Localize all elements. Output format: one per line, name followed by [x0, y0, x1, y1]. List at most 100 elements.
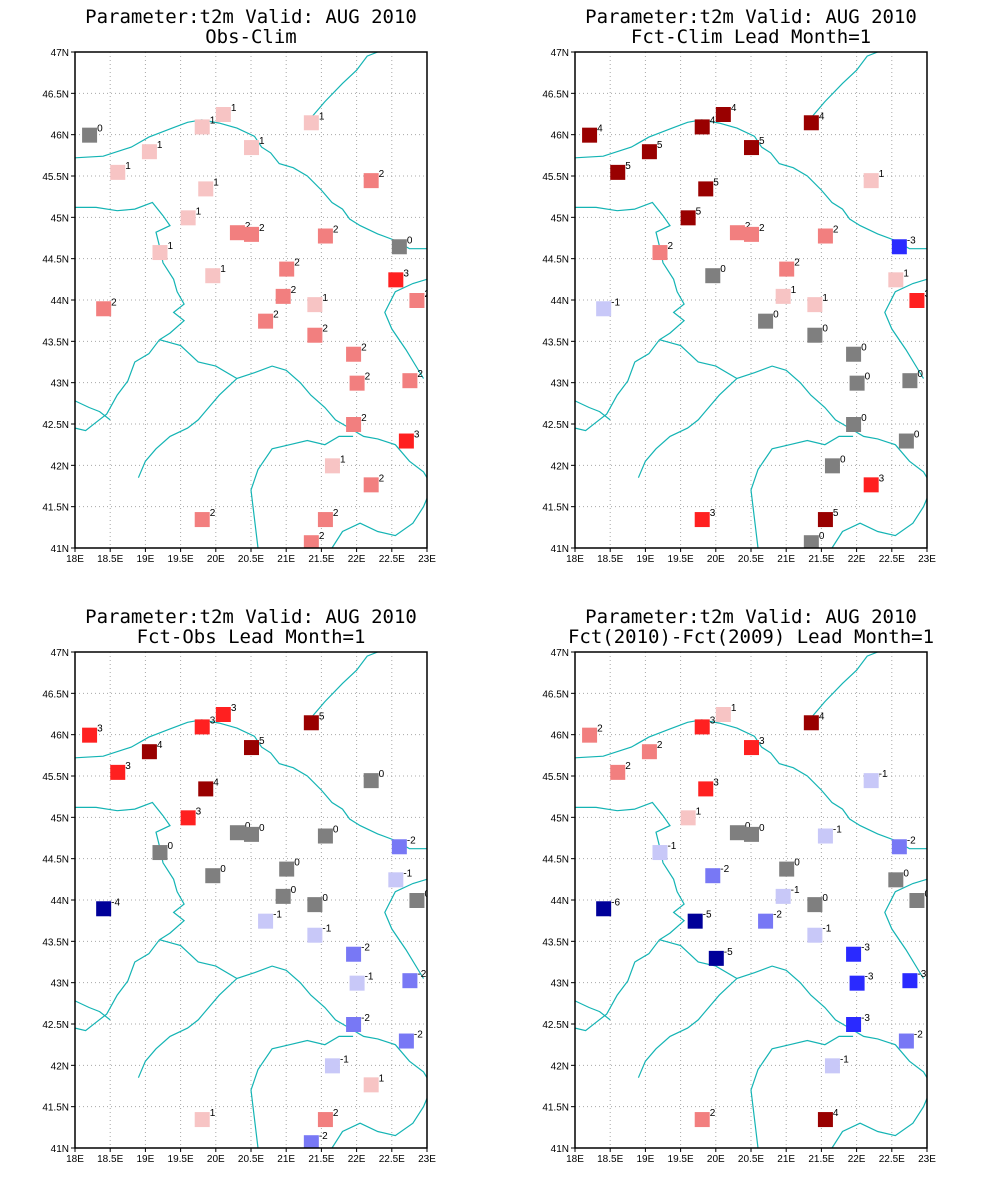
x-tick-label: 21.5E — [308, 1154, 334, 1165]
station-marker — [398, 433, 414, 449]
station-value-label: -2 — [407, 835, 416, 846]
station-marker — [317, 512, 333, 528]
x-tick-label: 21.5E — [808, 554, 834, 565]
x-tick-label: 22.5E — [379, 554, 405, 565]
station-value-label: -1 — [403, 868, 412, 879]
station-marker — [307, 897, 323, 913]
station-marker — [363, 477, 379, 493]
y-tick-label: 45N — [551, 813, 569, 824]
station-value-label: -3 — [861, 1013, 870, 1024]
station-marker — [96, 301, 112, 317]
station-marker — [317, 1112, 333, 1128]
station-marker — [891, 239, 907, 255]
station-value-label: -3 — [907, 235, 916, 246]
station-value-label: 1 — [210, 1108, 216, 1119]
boundary-line — [750, 435, 854, 548]
x-tick-label: 20E — [207, 554, 225, 565]
chart-subtitle: Fct-Clim Lead Month=1 — [631, 26, 871, 48]
x-tick-label: 22E — [848, 1154, 866, 1165]
station-value-label: 1 — [879, 169, 885, 180]
station-value-label: 1 — [210, 115, 216, 126]
station-marker — [641, 744, 657, 760]
station-marker — [863, 173, 879, 189]
boundary-line — [137, 378, 238, 478]
station-value-label: 3 — [710, 508, 716, 519]
station-value-label: -1 — [840, 1054, 849, 1065]
boundary-line — [250, 1035, 354, 1148]
station-value-label: 0 — [794, 858, 800, 869]
station-value-label: 0 — [294, 858, 300, 869]
station-value-label: 4 — [833, 1108, 839, 1119]
station-value-label: 4 — [213, 777, 219, 788]
station-marker — [205, 868, 221, 884]
station-value-label: 3 — [414, 430, 420, 441]
station-value-label: 0 — [840, 454, 846, 465]
station-marker — [846, 1017, 862, 1032]
boundary-line — [310, 52, 378, 119]
station-marker — [652, 245, 668, 261]
y-tick-label: 46N — [51, 131, 69, 142]
station-marker — [349, 375, 365, 391]
station-marker — [779, 261, 795, 277]
station-marker — [694, 119, 710, 135]
station-value-label: -2 — [361, 1013, 370, 1024]
y-tick-label: 46.5N — [542, 89, 569, 100]
station-value-label: 2 — [210, 508, 216, 519]
station-value-label: 0 — [424, 889, 430, 900]
chart-subtitle: Obs-Clim — [205, 26, 297, 48]
station-value-label: 0 — [97, 124, 103, 135]
y-tick-label: 41N — [51, 1144, 69, 1155]
x-tick-label: 18E — [66, 1154, 84, 1165]
station-marker — [324, 458, 340, 474]
y-tick-label: 44.5N — [542, 855, 569, 866]
station-value-label: 2 — [322, 324, 328, 335]
y-tick-label: 41.5N — [42, 1103, 69, 1114]
station-value-label: -1 — [365, 972, 374, 983]
station-marker — [744, 226, 759, 242]
station-marker — [141, 144, 157, 160]
y-tick-label: 45.5N — [42, 772, 69, 783]
station-marker — [409, 893, 425, 908]
station-value-label: -1 — [833, 825, 842, 836]
station-marker — [715, 107, 731, 122]
station-marker — [694, 719, 710, 735]
station-marker — [402, 373, 418, 389]
station-marker — [846, 946, 862, 962]
y-tick-label: 46N — [51, 731, 69, 742]
station-marker — [346, 417, 362, 432]
chart-title: Parameter:t2m Valid: AUG 2010 — [85, 606, 417, 628]
station-marker — [307, 327, 323, 343]
station-marker — [744, 740, 759, 756]
y-tick-label: 44.5N — [42, 855, 69, 866]
station-marker — [863, 477, 879, 493]
boundary-line — [575, 201, 686, 341]
x-tick-label: 18.5E — [97, 1154, 123, 1165]
station-marker — [596, 301, 612, 317]
boundary-line — [75, 801, 186, 941]
station-value-label: 4 — [731, 103, 737, 114]
x-tick-label: 18.5E — [97, 554, 123, 565]
station-marker — [194, 512, 210, 528]
station-value-label: 3 — [924, 289, 930, 300]
station-marker — [398, 1033, 414, 1049]
station-marker — [82, 127, 98, 143]
x-tick-label: 20E — [707, 554, 725, 565]
station-value-label: 5 — [319, 711, 325, 722]
x-tick-label: 20.5E — [738, 1154, 764, 1165]
y-tick-label: 42N — [551, 1061, 569, 1072]
station-value-label: 2 — [333, 508, 339, 519]
station-value-label: 1 — [903, 268, 909, 279]
station-marker — [363, 1077, 379, 1093]
station-value-label: 3 — [710, 715, 716, 726]
station-marker — [846, 417, 862, 432]
chart-subtitle: Fct-Obs Lead Month=1 — [137, 626, 366, 648]
station-value-label: 2 — [259, 223, 265, 234]
station-value-label: -4 — [111, 897, 120, 908]
station-value-label: 2 — [361, 343, 367, 354]
station-value-label: -3 — [861, 943, 870, 954]
y-tick-label: 42.5N — [542, 1020, 569, 1031]
station-marker — [729, 825, 745, 841]
boundary-line — [310, 652, 378, 719]
station-marker — [402, 973, 418, 989]
